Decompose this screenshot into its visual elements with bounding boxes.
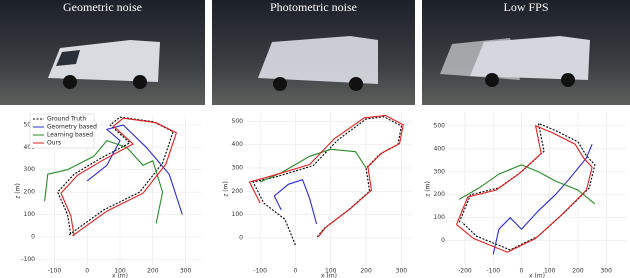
trajectory bbox=[44, 139, 164, 224]
y-tick-label: 100 bbox=[24, 211, 36, 218]
y-tick-label: 0 bbox=[31, 233, 35, 240]
x-tick-label: 0 bbox=[294, 268, 298, 275]
x-axis-label: x (m) bbox=[112, 273, 128, 278]
x-tick-label: -200 bbox=[458, 268, 472, 275]
x-tick-label: 200 bbox=[360, 268, 372, 275]
x-tick-label: -100 bbox=[486, 268, 500, 275]
y-tick-label: 200 bbox=[232, 188, 244, 195]
trajectory bbox=[492, 143, 593, 255]
trajectory bbox=[273, 179, 318, 225]
panel-title: Photometric noise bbox=[270, 0, 357, 14]
y-tick-label: 300 bbox=[232, 165, 244, 172]
panel-title: Low FPS bbox=[503, 0, 548, 14]
y-axis-label: z (m) bbox=[425, 181, 432, 197]
y-axis-label: z (m) bbox=[223, 181, 230, 197]
x-tick-label: 300 bbox=[600, 268, 612, 275]
y-tick-label: 400 bbox=[232, 141, 244, 148]
photo bbox=[0, 0, 205, 105]
x-tick-label: 100 bbox=[544, 268, 556, 275]
trajectory bbox=[455, 124, 593, 253]
x-tick-label: 0 bbox=[85, 268, 89, 275]
photo bbox=[422, 0, 630, 105]
y-tick-label: 500 bbox=[434, 122, 446, 129]
trajectory bbox=[57, 116, 174, 236]
x-axis-label: x (m) bbox=[321, 273, 337, 278]
y-axis-label: z (m) bbox=[15, 183, 22, 199]
legend-label: Learning based bbox=[47, 132, 93, 139]
y-tick-label: 500 bbox=[232, 118, 244, 125]
y-tick-label: 100 bbox=[434, 214, 446, 221]
x-tick-label: 200 bbox=[572, 268, 584, 275]
x-tick-label: 0 bbox=[520, 268, 524, 275]
y-tick-label: 100 bbox=[232, 211, 244, 218]
x-tick-label: -100 bbox=[48, 268, 62, 275]
x-tick-label: 300 bbox=[180, 268, 192, 275]
trajectory bbox=[60, 117, 178, 237]
x-tick-label: 100 bbox=[114, 268, 126, 275]
legend-label: Geometry based bbox=[47, 124, 97, 131]
y-tick-label: 400 bbox=[434, 145, 446, 152]
x-tick-label: -100 bbox=[253, 268, 267, 275]
legend-label: Ground Truth bbox=[47, 116, 86, 123]
y-tick-label: 300 bbox=[434, 168, 446, 175]
trajectory bbox=[458, 122, 596, 251]
y-tick-label: -100 bbox=[21, 256, 35, 263]
panel-title: Geometric noise bbox=[63, 0, 142, 14]
y-tick-label: 400 bbox=[24, 144, 36, 151]
x-tick-label: 300 bbox=[396, 268, 408, 275]
y-tick-label: 0 bbox=[239, 235, 243, 242]
y-tick-label: 200 bbox=[434, 191, 446, 198]
legend-label: Ours bbox=[47, 140, 61, 147]
y-tick-label: 0 bbox=[441, 237, 445, 244]
trajectory bbox=[248, 114, 404, 238]
legend-box bbox=[29, 113, 95, 149]
photo bbox=[212, 0, 415, 105]
x-tick-label: 100 bbox=[325, 268, 337, 275]
y-tick-label: 500 bbox=[24, 121, 36, 128]
y-tick-label: 200 bbox=[24, 189, 36, 196]
x-tick-label: 200 bbox=[147, 268, 159, 275]
x-axis-label: x (m) bbox=[529, 273, 545, 278]
trajectory bbox=[459, 164, 596, 205]
y-tick-label: 300 bbox=[24, 166, 36, 173]
